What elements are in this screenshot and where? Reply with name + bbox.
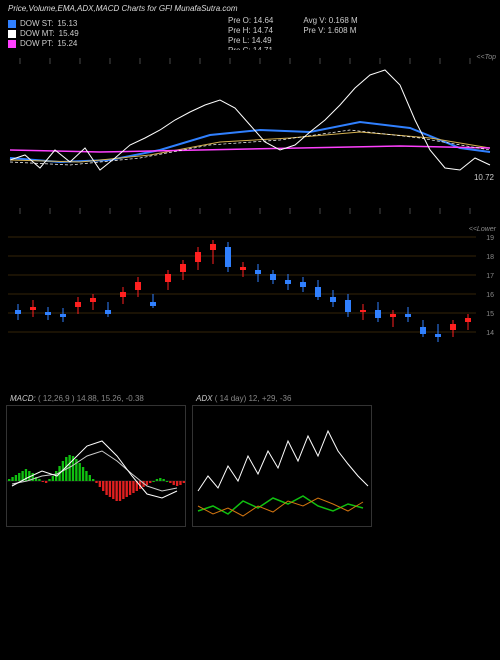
candlestick-chart: 19 18 17 16 15 14	[0, 222, 500, 352]
label-top: <<Top	[476, 54, 496, 61]
top-chart-container: <<Top 10.72	[0, 50, 500, 222]
macd-panel: MACD: ( 12,26,9 ) 14.88, 15.26, -0.38	[6, 392, 186, 527]
stat-avg-v: Avg V: 0.168 M	[303, 16, 357, 25]
svg-text:18: 18	[486, 254, 494, 261]
swatch-pt	[8, 40, 16, 48]
svg-text:16: 16	[486, 292, 494, 299]
legend-dow-pt: DOW PT: 15.24	[8, 39, 79, 48]
candle-chart-container: <<Lower 19 18 17 16 15 14	[0, 222, 500, 352]
stat-pre-l: Pre L: 14.49	[228, 36, 273, 45]
legend-dow-st: DOW ST: 15.13	[8, 19, 79, 28]
swatch-st	[8, 20, 16, 28]
svg-text:15: 15	[486, 311, 494, 318]
adx-panel: ADX ( 14 day) 12, +29, -36	[192, 392, 372, 527]
svg-text:17: 17	[486, 273, 494, 280]
stat-pre-o: Pre O: 14.64	[228, 16, 273, 25]
svg-text:14: 14	[486, 330, 494, 337]
label-lower: <<Lower	[469, 226, 496, 233]
swatch-mt	[8, 30, 16, 38]
adx-chart	[193, 406, 371, 526]
stat-pre-v: Pre V: 1.608 M	[303, 26, 357, 35]
price-ema-chart: 10.72	[0, 50, 500, 222]
macd-chart	[7, 406, 185, 526]
legend-dow-mt: DOW MT: 15.49	[8, 29, 79, 38]
stat-pre-h: Pre H: 14.74	[228, 26, 273, 35]
svg-text:10.72: 10.72	[474, 173, 495, 182]
svg-text:19: 19	[486, 235, 494, 242]
